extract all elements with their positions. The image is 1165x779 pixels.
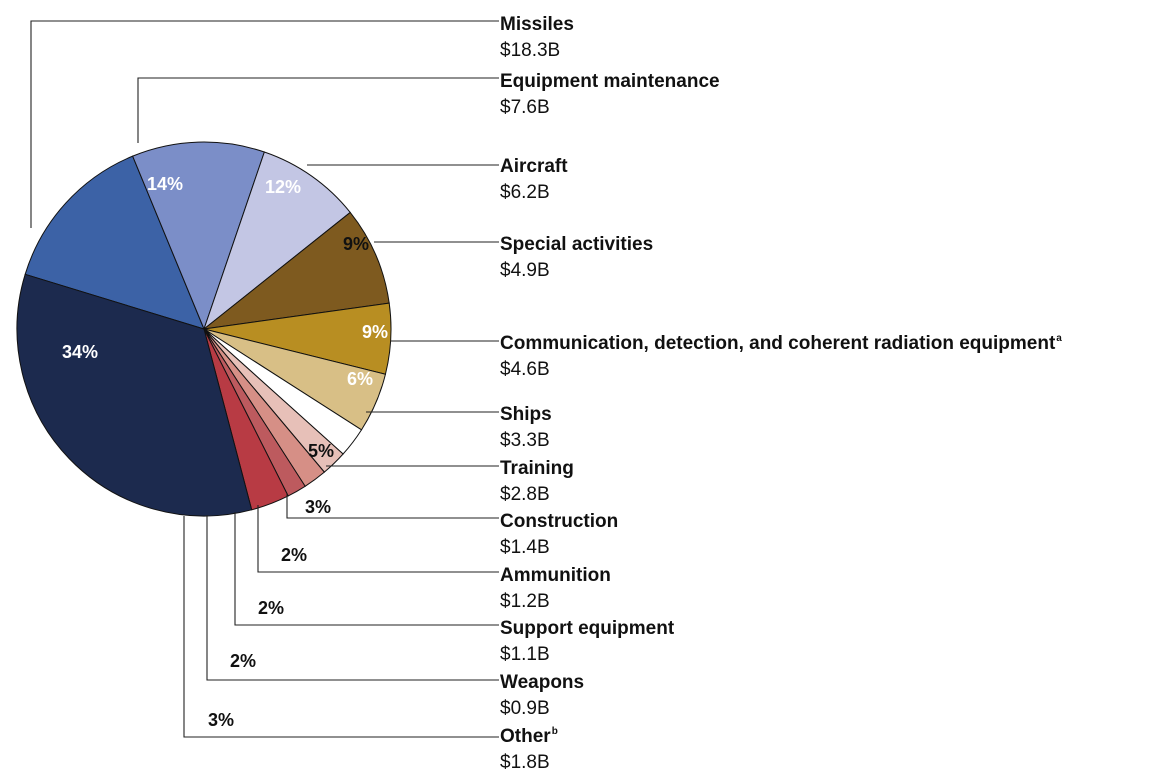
percent-label-aircraft: 12% <box>265 177 301 197</box>
category-name-equipment-maintenance: Equipment maintenance <box>500 71 720 92</box>
value-label-weapons: $0.9B <box>500 698 550 719</box>
slice-missiles <box>16 273 253 517</box>
percent-label-weapons: 2% <box>230 651 256 671</box>
percent-label-missiles: 34% <box>62 342 98 362</box>
slices <box>16 141 392 517</box>
leader-line-other <box>183 516 499 738</box>
leader-line-support-equipment <box>234 512 499 626</box>
footnote-mark-communication-detection-and-coherent-radiation-equipment: a <box>1056 333 1062 344</box>
category-name-missiles: Missiles <box>500 14 574 35</box>
value-label-support-equipment: $1.1B <box>500 644 550 665</box>
percent-labels: 34% 14% 12% 9% 9% 6% 5% 3% 2% 2% 2% 3% <box>62 174 388 730</box>
slice-equipment-maintenance <box>24 155 205 330</box>
value-label-construction: $1.4B <box>500 537 550 558</box>
percent-label-ships: 6% <box>347 369 373 389</box>
slice-aircraft <box>132 141 265 331</box>
percent-label-other: 3% <box>208 710 234 730</box>
value-label-training: $2.8B <box>500 484 550 505</box>
value-label-missiles: $18.3B <box>500 40 560 61</box>
footnote-mark-other: b <box>552 726 558 737</box>
category-name-other: Other <box>500 726 551 747</box>
value-label-communication-detection-and-coherent-radiation-equipment: $4.6B <box>500 359 550 380</box>
category-name-construction: Construction <box>500 511 618 532</box>
leader-line-construction <box>286 494 499 519</box>
percent-label-construction: 3% <box>305 497 331 517</box>
percent-label-communication-detection-and-coherent-radiation-equipment: 9% <box>362 322 388 342</box>
leader-line-missiles <box>30 20 499 228</box>
leader-line-ammunition <box>257 505 499 573</box>
category-name-special-activities: Special activities <box>500 234 653 255</box>
value-label-ships: $3.3B <box>500 430 550 451</box>
percent-label-training: 5% <box>308 441 334 461</box>
value-label-equipment-maintenance: $7.6B <box>500 97 550 118</box>
category-labels: Missiles $18.3B Equipment maintenance $7.6B… <box>500 14 1062 773</box>
slice-special-activities <box>202 151 351 331</box>
value-label-other: $1.8B <box>500 752 550 773</box>
value-label-aircraft: $6.2B <box>500 182 550 203</box>
category-name-communication-detection-and-coherent-radiation-equipment: Communication, detection, and coherent r… <box>500 333 1056 354</box>
leader-lines <box>30 20 499 738</box>
percent-label-support-equipment: 2% <box>258 598 284 618</box>
category-name-aircraft: Aircraft <box>500 156 568 177</box>
percent-label-equipment-maintenance: 14% <box>147 174 183 194</box>
leader-line-equipment-maintenance <box>137 77 499 143</box>
value-label-ammunition: $1.2B <box>500 591 550 612</box>
percent-label-ammunition: 2% <box>281 545 307 565</box>
category-name-ships: Ships <box>500 404 552 425</box>
category-name-support-equipment: Support equipment <box>500 618 675 639</box>
category-name-weapons: Weapons <box>500 672 584 693</box>
leader-line-weapons <box>206 515 499 681</box>
category-name-ammunition: Ammunition <box>500 565 611 586</box>
percent-label-special-activities: 9% <box>343 234 369 254</box>
value-label-special-activities: $4.9B <box>500 260 550 281</box>
slice-communication-detection-and-coherent-radiation-equipment <box>202 211 390 330</box>
category-name-training: Training <box>500 458 574 479</box>
